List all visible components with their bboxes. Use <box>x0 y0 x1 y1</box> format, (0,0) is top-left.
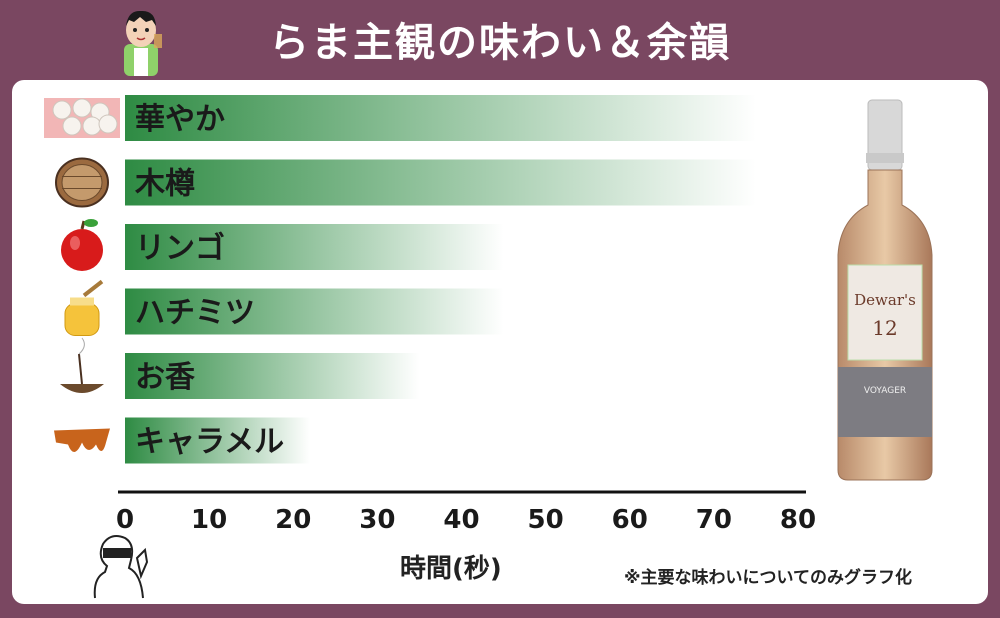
bar <box>125 288 504 335</box>
barrel-icon <box>55 157 109 208</box>
page-title: らま主観の味わい＆余韻 <box>269 20 731 66</box>
x-axis-title: 時間(秒) <box>400 554 502 584</box>
flower-icon <box>44 98 120 138</box>
x-tick-label: 50 <box>528 505 564 535</box>
bottle-sub-text: VOYAGER <box>864 386 906 396</box>
caramel-icon <box>54 428 110 453</box>
category-label: リンゴ <box>135 231 225 266</box>
x-tick-label: 10 <box>191 505 227 535</box>
x-tick-label: 80 <box>780 505 816 535</box>
x-tick-label: 0 <box>116 505 134 535</box>
x-tick-label: 60 <box>612 505 648 535</box>
bar <box>125 224 504 270</box>
bottle-age-text: 12 <box>872 316 897 340</box>
footnote: ※主要な味わいについてのみグラフ化 <box>624 568 913 588</box>
bar <box>125 353 420 399</box>
apple-icon <box>61 219 103 271</box>
bar <box>125 417 311 464</box>
whisky-bottle-image: Dewar's 12 VOYAGER <box>837 99 933 481</box>
category-label: ハチミツ <box>135 296 255 331</box>
category-label: 木樽 <box>134 167 195 202</box>
header: らま主観の味わい＆余韻 <box>0 0 1000 80</box>
x-tick-label: 70 <box>696 505 732 535</box>
category-label: キャラメル <box>135 425 284 460</box>
x-tick-label: 30 <box>359 505 395 535</box>
x-tick-label: 20 <box>275 505 311 535</box>
bar <box>125 95 756 141</box>
bottle-brand-text: Dewar's <box>854 291 916 309</box>
category-label: お香 <box>135 360 195 395</box>
author-avatar-icon <box>124 10 162 76</box>
incense-icon <box>60 337 104 393</box>
honey-jar-icon <box>64 279 104 336</box>
category-label: 華やか <box>135 102 225 137</box>
x-tick-label: 40 <box>443 505 479 535</box>
taster-sketch-icon <box>93 535 149 599</box>
bar <box>125 159 756 206</box>
